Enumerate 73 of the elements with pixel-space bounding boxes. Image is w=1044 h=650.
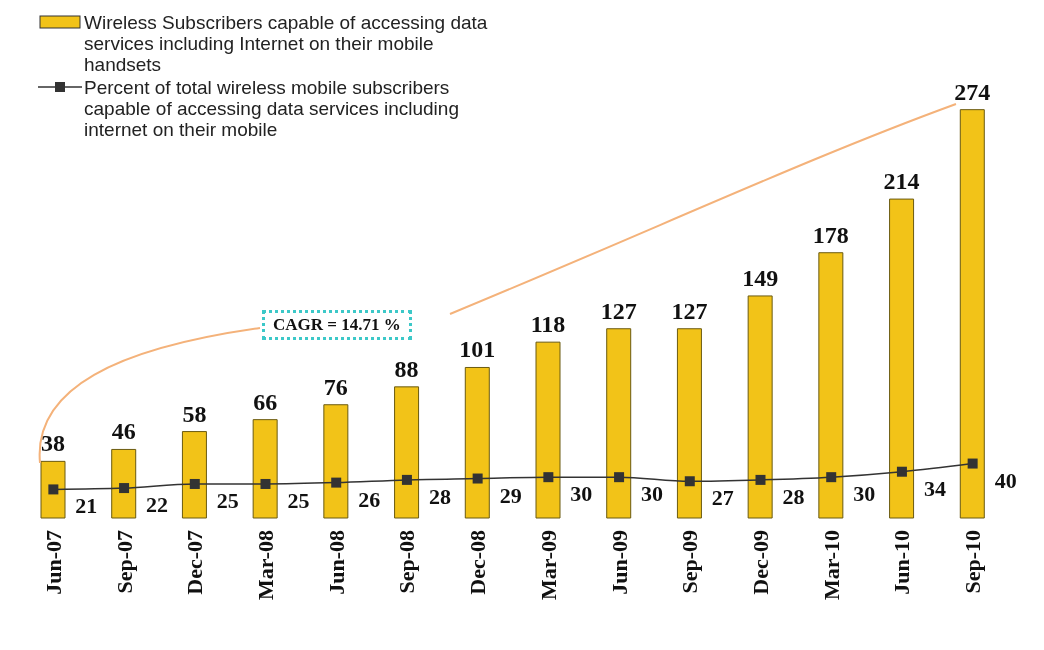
bar <box>535 341 561 519</box>
data-label: 214 <box>883 168 920 195</box>
x-tick-label: Mar-10 <box>818 530 844 601</box>
x-tick-label: Mar-08 <box>253 530 278 601</box>
data-label: 21 <box>75 493 98 519</box>
bar <box>323 404 349 519</box>
data-label: 58 <box>182 400 207 427</box>
x-tick-label: Mar-09 <box>535 530 561 601</box>
bar <box>889 198 915 519</box>
data-label: 76 <box>323 373 348 400</box>
point <box>543 472 554 483</box>
bar <box>959 109 985 519</box>
data-label: 30 <box>641 481 664 507</box>
x-tick-label: Sep-09 <box>677 530 703 594</box>
data-label: 149 <box>742 264 779 291</box>
point <box>119 483 130 494</box>
data-label: 127 <box>671 297 708 324</box>
x-tick-label: Sep-10 <box>960 530 986 594</box>
x-tick-label: Sep-08 <box>394 530 420 594</box>
data-label: 40 <box>994 467 1017 493</box>
data-label: 26 <box>358 486 381 512</box>
legend-label: Wireless Subscribers capable of accessing data services including Internet on their mobile handsets <box>84 12 489 75</box>
x-tick-label: Jun-08 <box>323 530 349 595</box>
data-label: 178 <box>812 221 849 248</box>
x-tick-label: Sep-07 <box>111 530 137 594</box>
annotation: CAGR = 14.71 % <box>262 310 412 340</box>
data-label: 274 <box>954 78 991 105</box>
bar <box>252 419 278 519</box>
bar <box>818 252 844 519</box>
bar <box>464 366 490 519</box>
data-label: 29 <box>499 482 522 508</box>
x-tick-label: Dec-08 <box>465 530 491 595</box>
data-label: 88 <box>394 355 419 382</box>
data-label: 22 <box>146 492 169 518</box>
data-label: 118 <box>530 311 566 338</box>
bar <box>111 448 137 519</box>
x-tick-label: Jun-07 <box>40 530 66 595</box>
data-label: 25 <box>216 487 239 513</box>
bar <box>181 431 207 519</box>
data-label: 38 <box>41 430 65 457</box>
point <box>755 474 766 485</box>
data-label: 28 <box>428 483 451 509</box>
data-label: 25 <box>287 487 310 513</box>
x-tick-label: Dec-07 <box>182 530 208 595</box>
point <box>896 466 907 477</box>
point <box>967 458 978 469</box>
point <box>826 472 837 483</box>
point <box>472 473 483 484</box>
bar <box>40 460 66 519</box>
bar <box>606 328 632 519</box>
x-tick-label: Dec-09 <box>748 530 773 595</box>
point <box>401 474 412 485</box>
point <box>614 472 625 483</box>
x-tick-label: Jun-10 <box>889 530 915 595</box>
data-label: 27 <box>711 485 734 511</box>
data-label: 28 <box>782 483 805 509</box>
data-label: 66 <box>253 388 278 415</box>
data-label: 30 <box>570 481 593 507</box>
point <box>684 476 695 487</box>
bar <box>676 328 702 519</box>
point <box>48 484 59 495</box>
point <box>189 478 200 489</box>
legend-label: Percent of total wireless mobile subscribers capable of accessing data services including internet on their mobile <box>84 77 460 140</box>
point <box>260 478 271 489</box>
data-label: 30 <box>853 481 876 507</box>
bar <box>394 386 420 519</box>
bar <box>747 295 773 519</box>
x-tick-label: Jun-09 <box>606 530 632 595</box>
point <box>331 477 342 488</box>
data-label: 34 <box>923 475 946 501</box>
data-label: 101 <box>459 336 496 363</box>
data-label: 127 <box>600 297 637 324</box>
data-label: 46 <box>111 418 136 445</box>
